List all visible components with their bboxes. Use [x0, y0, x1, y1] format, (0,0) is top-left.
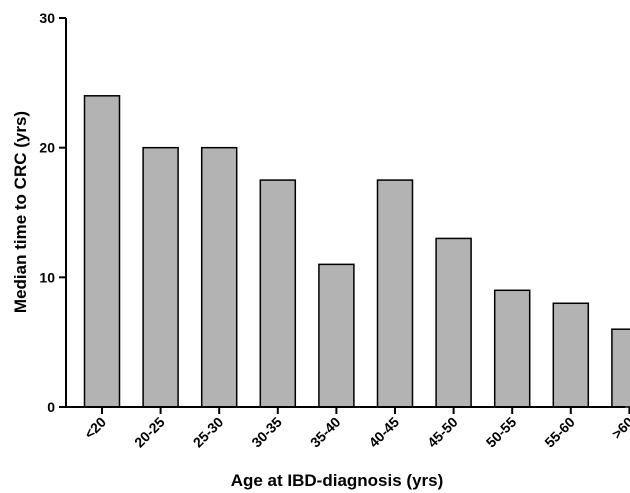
bar [435, 237, 472, 408]
bar [142, 146, 179, 408]
bar [552, 302, 590, 408]
y-tick-label: 0 [47, 399, 55, 415]
x-tick-label: 30-35 [248, 414, 285, 451]
y-axis-title: Median time to CRC (yrs) [11, 111, 30, 313]
x-tick-label: >60 [608, 414, 630, 442]
y-axis-ticks: 0 10 20 30 [39, 10, 66, 415]
x-axis-ticks: <20 20-25 25-30 30-35 35-40 40-45 45-50 50-55 55… [81, 407, 630, 450]
x-tick-label: 55-60 [541, 414, 578, 451]
x-tick-label: 50-55 [483, 414, 520, 451]
x-tick-label: 40-45 [365, 414, 402, 451]
bar [318, 263, 355, 408]
x-tick-label: 45-50 [424, 414, 461, 451]
bar [200, 146, 238, 408]
bar [259, 179, 297, 408]
bar [376, 179, 414, 408]
x-tick-label: 35-40 [307, 414, 344, 451]
x-tick-label: 20-25 [131, 414, 168, 451]
bar [83, 95, 121, 408]
bar [493, 289, 531, 408]
bars [83, 95, 630, 408]
y-tick-label: 30 [39, 10, 55, 26]
x-tick-label: 25-30 [190, 414, 227, 451]
x-axis-title: Age at IBD-diagnosis (yrs) [231, 471, 444, 490]
x-tick-label: <20 [81, 414, 109, 442]
bar [611, 328, 630, 408]
y-tick-label: 10 [39, 269, 55, 285]
y-tick-label: 20 [39, 140, 55, 156]
